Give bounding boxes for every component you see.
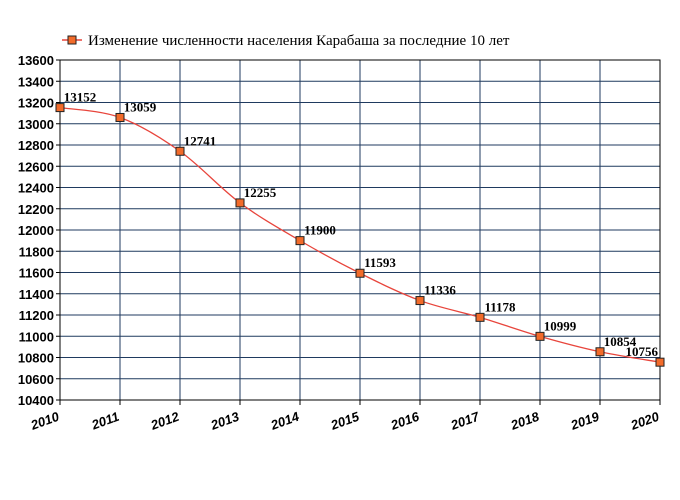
x-tick-label: 2011 bbox=[89, 409, 121, 433]
x-tick-label: 2010 bbox=[28, 408, 62, 433]
y-tick-label: 11200 bbox=[19, 308, 54, 323]
data-point-marker bbox=[595, 347, 605, 357]
data-point-marker bbox=[295, 236, 305, 246]
data-label: 13059 bbox=[124, 99, 157, 114]
x-tick-label: 2016 bbox=[388, 408, 422, 433]
plot-area: 13600 13400 13200 13000 12800 12600 12400 12200… bbox=[18, 53, 665, 433]
y-tick-label: 12800 bbox=[18, 138, 54, 153]
data-label: 10854 bbox=[604, 334, 637, 349]
y-tick-label: 13600 bbox=[18, 53, 54, 68]
x-tick-label: 2014 bbox=[268, 408, 302, 433]
y-tick-label: 12600 bbox=[18, 159, 54, 174]
plot-frame bbox=[59, 59, 661, 401]
data-point-marker bbox=[475, 312, 485, 322]
y-tick-label: 11400 bbox=[19, 287, 54, 302]
y-tick-label: 10800 bbox=[18, 351, 54, 366]
data-label: 11593 bbox=[364, 255, 396, 270]
data-label: 11178 bbox=[484, 299, 516, 314]
data-point-marker bbox=[55, 103, 65, 113]
data-point-marker bbox=[535, 331, 545, 341]
x-tick-label: 2017 bbox=[448, 408, 482, 433]
y-tick-label: 11600 bbox=[19, 266, 54, 281]
x-tick-label: 2019 bbox=[568, 408, 602, 433]
y-tick-label: 11800 bbox=[19, 244, 54, 259]
y-tick-label: 12200 bbox=[18, 202, 54, 217]
legend-marker-sample bbox=[67, 35, 77, 45]
y-tick-label: 10600 bbox=[18, 372, 54, 387]
data-point-marker bbox=[115, 112, 125, 122]
data-label: 13152 bbox=[64, 90, 97, 105]
data-point-marker bbox=[175, 146, 185, 156]
x-tick-label: 2020 bbox=[628, 408, 662, 433]
x-tick-label: 2015 bbox=[328, 408, 362, 433]
y-tick-label: 10400 bbox=[18, 393, 54, 408]
x-tick-label: 2018 bbox=[508, 408, 542, 433]
legend-label: Изменение численности населения Карабаша… bbox=[88, 33, 510, 49]
x-tick-label: 2013 bbox=[208, 408, 242, 433]
data-label: 12741 bbox=[184, 133, 217, 148]
data-point-marker bbox=[355, 268, 365, 278]
y-tick-label: 13000 bbox=[18, 117, 54, 132]
data-label: 10999 bbox=[544, 318, 577, 333]
data-label: 11900 bbox=[304, 223, 336, 238]
y-tick-label: 13400 bbox=[18, 74, 54, 89]
y-tick-label: 11000 bbox=[19, 329, 54, 344]
data-label: 10756 bbox=[626, 344, 659, 359]
legend: Изменение численности населения Карабаша… bbox=[62, 33, 510, 49]
y-tick-label: 12400 bbox=[18, 181, 54, 196]
data-label: 11336 bbox=[424, 283, 456, 298]
data-point-marker bbox=[235, 198, 245, 208]
data-label: 12255 bbox=[244, 185, 277, 200]
data-point-marker bbox=[655, 357, 665, 367]
y-tick-label: 13200 bbox=[18, 96, 54, 111]
x-tick-label: 2012 bbox=[148, 408, 182, 433]
data-point-marker bbox=[415, 296, 425, 306]
y-tick-label: 12000 bbox=[18, 223, 54, 238]
